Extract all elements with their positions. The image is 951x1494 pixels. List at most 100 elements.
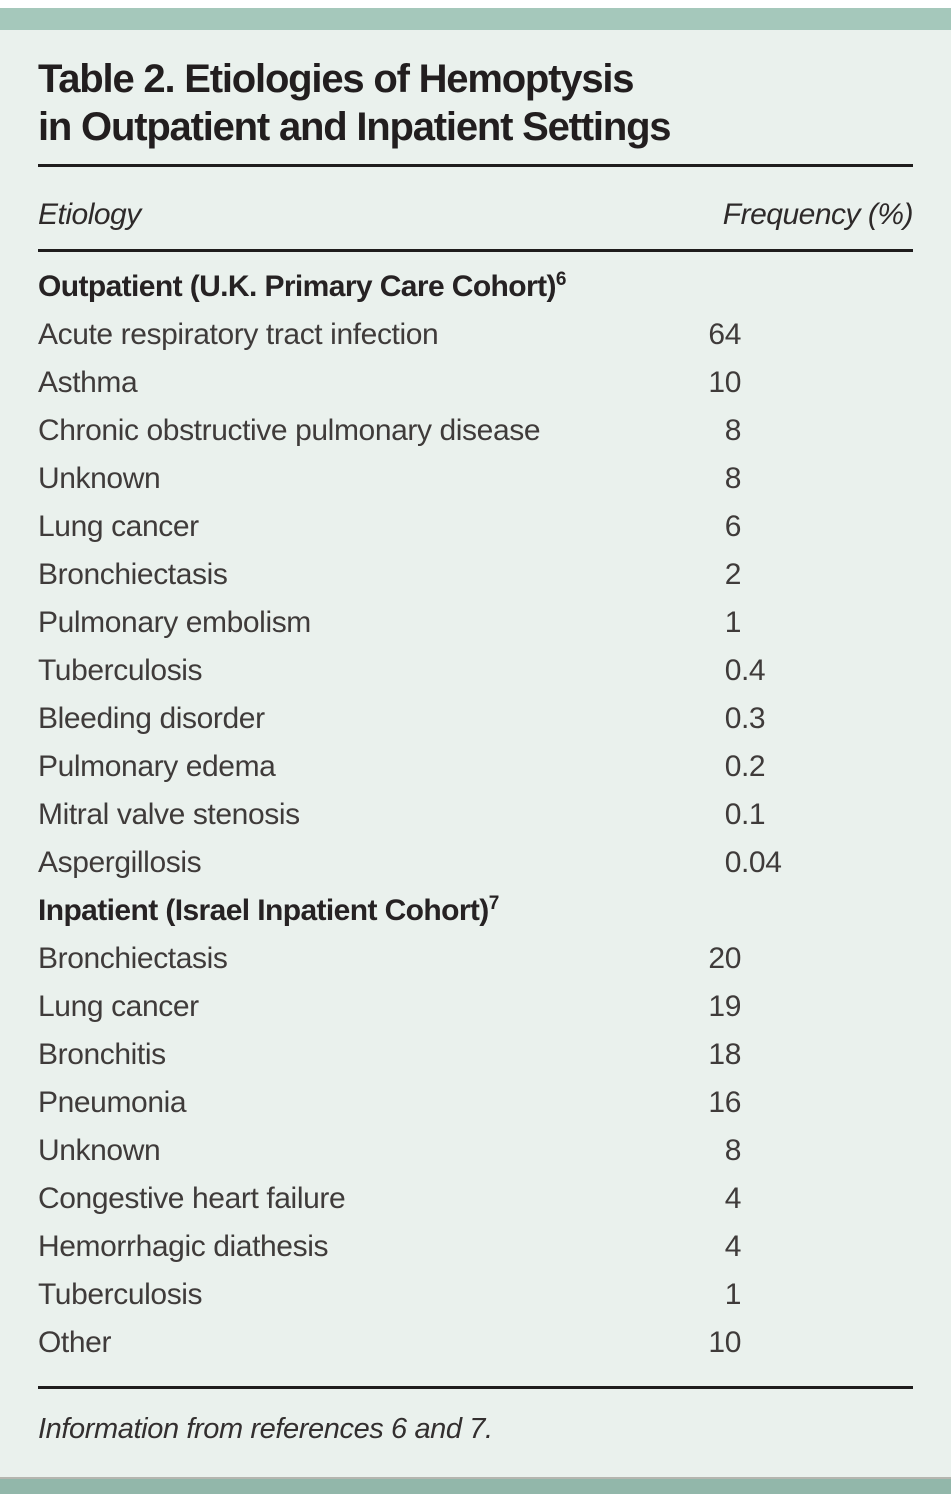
- table-row: Lung cancer 19: [38, 983, 913, 1031]
- frequency-integer-part: 64: [708, 318, 741, 351]
- frequency-integer-part: 4: [724, 1230, 742, 1263]
- frequency-integer-part: 8: [724, 462, 742, 495]
- etiology-cell: Acute respiratory tract infection: [38, 318, 439, 351]
- table-row: Pulmonary embolism 1: [38, 599, 913, 647]
- column-header-row: Etiology Frequency (%): [38, 195, 914, 235]
- frequency-cell: 0.4: [693, 647, 766, 695]
- frequency-cell: 16: [693, 1079, 741, 1127]
- frequency-cell: 20: [693, 935, 741, 983]
- frequency-cell: 0.1: [693, 791, 766, 839]
- etiology-cell: Hemorrhagic diathesis: [38, 1230, 329, 1263]
- frequency-fraction-part: .1: [741, 798, 766, 831]
- column-header-etiology: Etiology: [38, 198, 141, 231]
- frequency-integer-part: 1: [724, 606, 742, 639]
- frequency-cell: 8: [693, 1127, 742, 1175]
- table-row: Congestive heart failure 4: [38, 1175, 913, 1223]
- frequency-cell: 64: [693, 311, 741, 359]
- frequency-integer-part: 0: [724, 654, 742, 687]
- etiology-cell: Asthma: [38, 366, 138, 399]
- table-row: Unknown 8: [38, 1127, 913, 1175]
- etiology-cell: Lung cancer: [38, 990, 199, 1023]
- etiology-cell: Bronchiectasis: [38, 942, 228, 975]
- etiology-cell: Pulmonary edema: [38, 750, 276, 783]
- etiology-cell: Tuberculosis: [38, 654, 203, 687]
- table-row: Bronchiectasis 2: [38, 551, 913, 599]
- frequency-integer-part: 8: [724, 1134, 742, 1167]
- etiology-cell: Lung cancer: [38, 510, 199, 543]
- frequency-integer-part: 1: [724, 1278, 742, 1311]
- table-title: Table 2. Etiologies of Hemoptysis in Out…: [38, 55, 913, 151]
- frequency-cell: 1: [693, 599, 742, 647]
- section-header-reference-superscript: 7: [488, 893, 500, 914]
- table-row: Chronic obstructive pulmonary disease 8: [38, 407, 913, 455]
- etiology-cell: Bronchiectasis: [38, 558, 228, 591]
- frequency-fraction-part: .04: [741, 846, 782, 879]
- etiology-cell: Chronic obstructive pulmonary disease: [38, 414, 541, 447]
- etiology-cell: Bronchitis: [38, 1038, 166, 1071]
- frequency-cell: 6: [693, 503, 742, 551]
- etiology-cell: Other: [38, 1326, 112, 1359]
- frequency-fraction-part: .3: [741, 702, 766, 735]
- frequency-integer-part: 18: [708, 1038, 741, 1071]
- table-row: Pulmonary edema 0.2: [38, 743, 913, 791]
- table-row: Hemorrhagic diathesis 4: [38, 1223, 913, 1271]
- frequency-cell: 4: [693, 1223, 742, 1271]
- header-divider-rule: [38, 249, 913, 252]
- table-row: Other 10: [38, 1319, 913, 1367]
- column-header-frequency: Frequency (%): [722, 198, 914, 231]
- table-row: Lung cancer 6: [38, 503, 913, 551]
- table-background: [0, 30, 951, 1477]
- etiology-cell: Bleeding disorder: [38, 702, 265, 735]
- frequency-integer-part: 10: [708, 366, 741, 399]
- section-header: Inpatient (Israel Inpatient Cohort)7: [38, 887, 913, 935]
- frequency-cell: 10: [693, 1319, 741, 1367]
- etiology-cell: Pulmonary embolism: [38, 606, 311, 639]
- frequency-cell: 8: [693, 407, 742, 455]
- table-title-line2: in Outpatient and Inpatient Settings: [38, 105, 672, 149]
- bottom-divider-rule: [38, 1386, 913, 1389]
- section-header-label: Outpatient (U.K. Primary Care Cohort): [38, 270, 556, 303]
- table-footnote: Information from references 6 and 7.: [38, 1413, 493, 1445]
- frequency-integer-part: 6: [724, 510, 742, 543]
- etiology-cell: Mitral valve stenosis: [38, 798, 300, 831]
- frequency-integer-part: 0: [724, 702, 742, 735]
- frequency-integer-part: 16: [708, 1086, 741, 1119]
- frequency-cell: 2: [693, 551, 742, 599]
- table-row: Aspergillosis 0.04: [38, 839, 913, 887]
- etiology-cell: Aspergillosis: [38, 846, 202, 879]
- table-row: Tuberculosis 1: [38, 1271, 913, 1319]
- section-header: Outpatient (U.K. Primary Care Cohort)6: [38, 263, 913, 311]
- bottom-teal-band: [0, 1477, 951, 1494]
- frequency-integer-part: 4: [724, 1182, 742, 1215]
- table-row: Bronchiectasis 20: [38, 935, 913, 983]
- frequency-integer-part: 2: [724, 558, 742, 591]
- frequency-cell: 4: [693, 1175, 742, 1223]
- frequency-cell: 8: [693, 455, 742, 503]
- etiology-cell: Pneumonia: [38, 1086, 187, 1119]
- table-body: Outpatient (U.K. Primary Care Cohort)6 A…: [38, 263, 913, 1367]
- etiology-cell: Congestive heart failure: [38, 1182, 346, 1215]
- table-title-line1: Table 2. Etiologies of Hemoptysis: [38, 57, 635, 101]
- frequency-fraction-part: .2: [741, 750, 766, 783]
- table-row: Bleeding disorder 0.3: [38, 695, 913, 743]
- frequency-cell: 1: [693, 1271, 742, 1319]
- frequency-integer-part: 10: [708, 1326, 741, 1359]
- etiology-cell: Unknown: [38, 1134, 161, 1167]
- table-content: Table 2. Etiologies of Hemoptysis in Out…: [0, 30, 951, 1447]
- top-teal-band: [0, 8, 951, 30]
- frequency-cell: 0.3: [693, 695, 766, 743]
- frequency-cell: 0.04: [693, 839, 782, 887]
- table-row: Asthma 10: [38, 359, 913, 407]
- table-row: Mitral valve stenosis 0.1: [38, 791, 913, 839]
- frequency-integer-part: 20: [708, 942, 741, 975]
- table-row: Pneumonia 16: [38, 1079, 913, 1127]
- frequency-fraction-part: .4: [741, 654, 766, 687]
- frequency-integer-part: 19: [708, 990, 741, 1023]
- title-divider-rule: [38, 164, 913, 167]
- etiology-cell: Tuberculosis: [38, 1278, 203, 1311]
- frequency-cell: 19: [693, 983, 741, 1031]
- section-header-label: Inpatient (Israel Inpatient Cohort): [38, 894, 489, 927]
- frequency-integer-part: 0: [724, 798, 742, 831]
- frequency-cell: 10: [693, 359, 741, 407]
